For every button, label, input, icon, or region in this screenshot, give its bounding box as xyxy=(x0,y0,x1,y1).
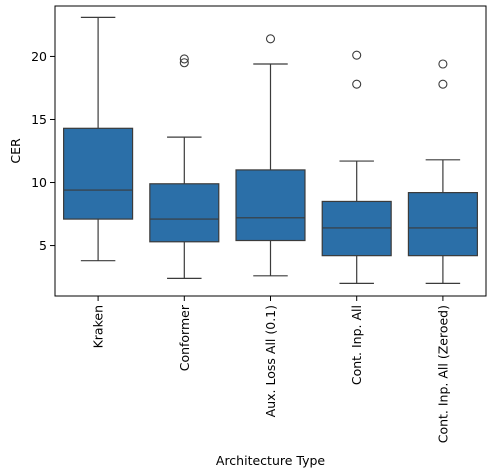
x-axis-label: Architecture Type xyxy=(216,453,326,468)
x-tick-label: Kraken xyxy=(91,305,106,348)
outlier-point xyxy=(352,50,362,60)
iqr-box xyxy=(235,169,306,242)
y-tick-label: 15 xyxy=(31,112,47,127)
box-group xyxy=(235,34,306,277)
x-tick-label: Aux. Loss All (0.1) xyxy=(263,305,278,417)
outlier-point xyxy=(438,59,448,69)
iqr-box xyxy=(149,183,220,243)
y-axis-label: CER xyxy=(8,138,23,164)
x-tick-label: Cont. Inp. All xyxy=(349,305,364,385)
y-axis: 5 10 15 20 xyxy=(31,49,55,253)
y-tick-label: 5 xyxy=(39,238,47,253)
iqr-box xyxy=(321,200,392,257)
iqr-box xyxy=(63,127,134,220)
plot-area xyxy=(63,16,478,284)
outlier-point xyxy=(179,54,189,64)
box-group xyxy=(149,54,220,279)
outlier-point xyxy=(352,79,362,89)
box-group xyxy=(321,50,392,284)
box-group xyxy=(63,16,134,262)
outlier-point xyxy=(265,34,276,44)
x-axis: Kraken Conformer Aux. Loss All (0.1) Cont. … xyxy=(91,296,450,443)
x-tick-label: Cont. Inp. All (Zeroed) xyxy=(435,305,450,443)
outlier-point xyxy=(438,79,448,89)
x-tick-label: Conformer xyxy=(177,304,192,371)
box-group xyxy=(407,59,478,284)
y-tick-label: 20 xyxy=(31,49,47,64)
y-tick-label: 10 xyxy=(31,175,47,190)
iqr-box xyxy=(407,192,478,257)
outlier-point xyxy=(179,58,189,68)
